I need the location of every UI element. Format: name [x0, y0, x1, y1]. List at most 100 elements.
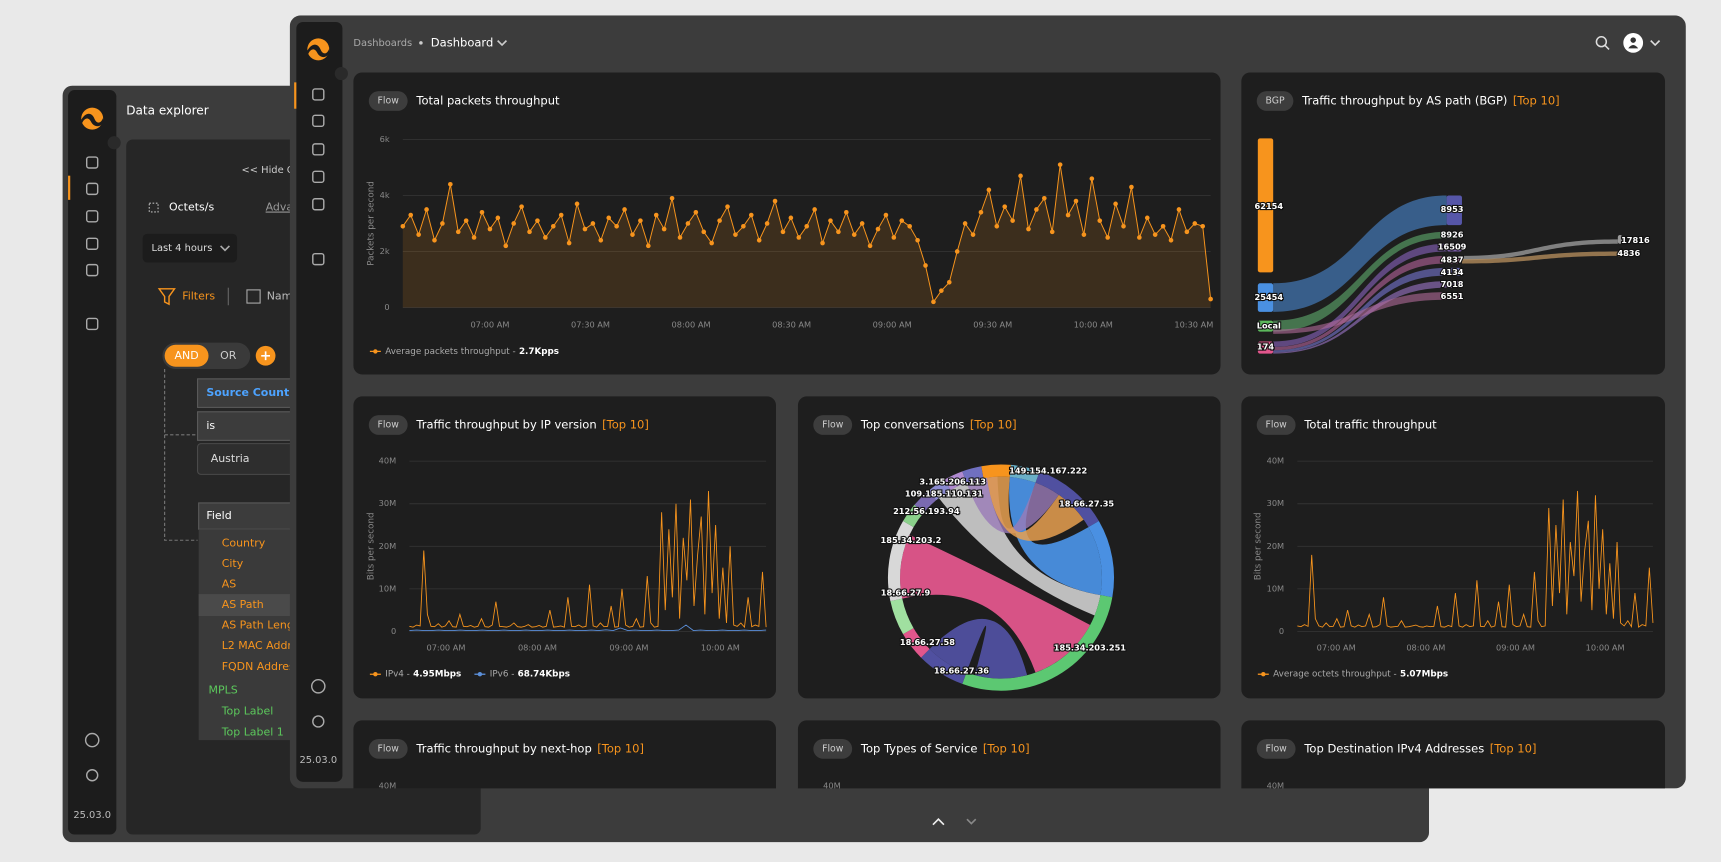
- point: [1144, 215, 1150, 221]
- legend-label[interactable]: IPv6 -: [490, 670, 515, 680]
- chord-arc: [1035, 471, 1099, 528]
- names-tab[interactable]: Nam: [267, 289, 293, 302]
- point: [1073, 198, 1079, 204]
- y-tick-label: 20M: [1267, 541, 1285, 551]
- point: [915, 237, 920, 243]
- point: [1065, 212, 1071, 218]
- breadcrumb[interactable]: Dashboards: [353, 38, 412, 49]
- chevron-down[interactable]: [1650, 40, 1661, 47]
- filter-operator-box[interactable]: [197, 411, 297, 441]
- field-list: [198, 529, 298, 741]
- nav-icon[interactable]: [312, 88, 325, 101]
- field-option[interactable]: AS: [222, 578, 237, 591]
- field-option[interactable]: Top Label: [221, 705, 274, 718]
- sidebar: [68, 90, 117, 835]
- x-tick-label: 08:00 AM: [672, 320, 711, 330]
- point: [693, 209, 699, 215]
- nav-icon[interactable]: [312, 143, 325, 156]
- operator-and[interactable]: AND: [175, 349, 199, 362]
- nav-icon[interactable]: [85, 156, 99, 169]
- y-tick-label: 40M: [379, 456, 397, 466]
- chevron-down[interactable]: [220, 245, 230, 252]
- legend-label[interactable]: IPv4 -: [385, 670, 410, 680]
- nav-icon[interactable]: [85, 263, 99, 277]
- panel-title: Top conversations: [860, 417, 965, 431]
- hide-toggle[interactable]: << Hide Q: [241, 165, 294, 176]
- metric[interactable]: Octets/s: [169, 201, 214, 214]
- chevron-down[interactable]: [966, 818, 977, 825]
- point: [550, 223, 556, 229]
- field-option[interactable]: Top Label 1: [221, 725, 284, 738]
- sankey-label: 4836: [1617, 248, 1640, 258]
- nav-icon[interactable]: [85, 237, 99, 250]
- panel-title: Traffic throughput by AS path (BGP): [1301, 94, 1507, 108]
- breadcrumb-current[interactable]: Dashboard: [431, 35, 493, 49]
- help-icon[interactable]: [310, 679, 326, 694]
- field-option[interactable]: Country: [222, 537, 266, 550]
- y-tick-label: 10M: [379, 583, 397, 593]
- point: [1208, 296, 1213, 302]
- field-option[interactable]: AS Path: [222, 598, 264, 611]
- nav-icon[interactable]: [312, 198, 325, 211]
- sidebar-toggle[interactable]: [334, 66, 348, 81]
- sankey-flow: [1273, 281, 1447, 354]
- sankey-label: 8953: [1441, 204, 1464, 214]
- nav-icon[interactable]: [312, 170, 325, 183]
- area-fill: [402, 164, 1211, 308]
- filter-field-box[interactable]: [197, 378, 297, 408]
- panel: [1241, 396, 1666, 699]
- and-pill[interactable]: [164, 344, 209, 367]
- nav-icon[interactable]: [85, 182, 99, 196]
- point: [962, 221, 968, 226]
- chevron-up[interactable]: [932, 818, 945, 826]
- point: [1168, 237, 1174, 243]
- panel-badge: [Top 10]: [1513, 94, 1560, 108]
- legend-dot: [477, 672, 483, 677]
- operator-or[interactable]: OR: [220, 349, 237, 362]
- search-icon[interactable]: [1595, 36, 1608, 48]
- point: [432, 237, 437, 243]
- field-option[interactable]: AS Path Leng: [222, 619, 294, 632]
- sankey-label: 16509: [1438, 242, 1467, 252]
- point: [487, 226, 493, 232]
- point: [1097, 218, 1103, 223]
- field-option[interactable]: L2 MAC Addr: [222, 639, 293, 652]
- nav-icon[interactable]: [85, 210, 99, 223]
- legend-label[interactable]: Average octets throughput -: [1273, 670, 1397, 680]
- panel: [353, 72, 1221, 375]
- panel: [353, 720, 776, 789]
- x-tick-label: 07:00 AM: [1317, 642, 1356, 652]
- field-option[interactable]: City: [222, 557, 244, 570]
- y-axis-title: Bits per second: [366, 512, 376, 580]
- point: [1176, 207, 1182, 212]
- field-option[interactable]: FQDN Addres: [222, 660, 295, 673]
- field-select[interactable]: [198, 502, 298, 530]
- settings-icon[interactable]: [312, 715, 325, 728]
- point: [701, 229, 707, 235]
- settings-icon[interactable]: [85, 769, 99, 782]
- point: [1010, 218, 1015, 223]
- point: [748, 212, 754, 218]
- help-icon[interactable]: [84, 732, 100, 748]
- series-line: [1297, 490, 1654, 629]
- nav-icon[interactable]: [85, 317, 99, 331]
- point: [1152, 232, 1158, 237]
- chevron-down[interactable]: [497, 40, 508, 47]
- time-dropdown[interactable]: [142, 233, 238, 263]
- tag-pill: [368, 91, 408, 111]
- filters-tab[interactable]: Filters: [182, 289, 215, 302]
- chord-label: 149.154.167.222: [1009, 466, 1087, 476]
- panel-tag: Flow: [378, 743, 400, 754]
- nav-icon[interactable]: [312, 114, 325, 127]
- chord-ribbon: [1009, 476, 1102, 596]
- metric-icon: [148, 202, 159, 213]
- point: [978, 209, 984, 215]
- y-tick-label: 40M: [1267, 456, 1285, 466]
- point: [1057, 162, 1063, 167]
- advanced-link[interactable]: Adva: [266, 201, 293, 214]
- legend-label[interactable]: Average packets throughput -: [385, 347, 515, 357]
- sidebar-toggle[interactable]: [107, 136, 121, 150]
- point: [1042, 195, 1047, 201]
- nav-icon[interactable]: [312, 252, 325, 266]
- sankey-node: [1257, 341, 1274, 354]
